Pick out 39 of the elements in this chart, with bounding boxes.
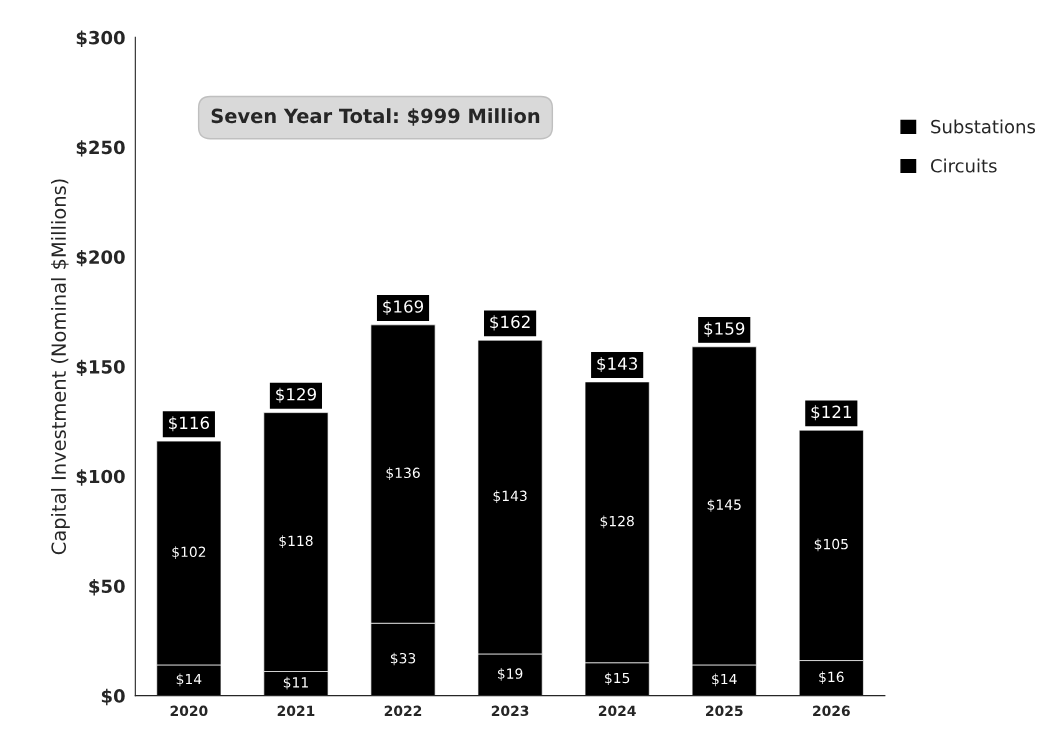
y-tick-label: $200 [76,249,125,267]
data-label: $11 [283,676,308,690]
total-label: $121 [811,405,851,421]
legend-label: Substations [931,119,1036,134]
y-tick-label: $100 [76,469,125,486]
total-label: $169 [383,299,424,316]
data-label: $19 [497,668,523,681]
x-tick-label: 2022 [384,705,422,717]
data-label: $14 [176,673,202,687]
x-tick-label: 2023 [491,705,529,717]
y-tick-label: $50 [89,579,125,596]
data-label: $15 [605,672,630,686]
data-label: $105 [814,538,848,552]
total-label: $159 [704,321,745,337]
x-tick-label: 2020 [170,705,208,717]
data-label: $14 [712,673,737,687]
annotation: Seven Year Total: $999 Million [211,108,540,126]
legend-label: Circuits [931,158,997,173]
data-label: $16 [819,671,844,684]
total-label: $116 [169,416,210,432]
x-tick-label: 2025 [706,705,743,717]
y-tick-label: $150 [76,359,125,377]
data-label: $33 [390,652,416,666]
data-label: $145 [707,499,741,512]
data-label: $136 [386,467,420,480]
x-tick-label: 2026 [813,705,850,717]
data-label: $128 [600,515,634,529]
x-tick-label: 2024 [598,705,636,717]
y-tick-label: $300 [76,30,125,47]
data-label: $118 [279,535,313,548]
y-tick-label: $250 [76,140,125,157]
total-label: $129 [276,387,316,403]
total-label: $143 [597,356,638,373]
data-label: $143 [493,490,527,503]
data-label: $102 [172,546,206,559]
total-label: $162 [490,315,530,331]
y-axis-title: Capital Investment (Nominal $Millions) [50,179,70,555]
x-tick-label: 2021 [277,705,315,717]
y-tick-label: $0 [101,688,125,706]
